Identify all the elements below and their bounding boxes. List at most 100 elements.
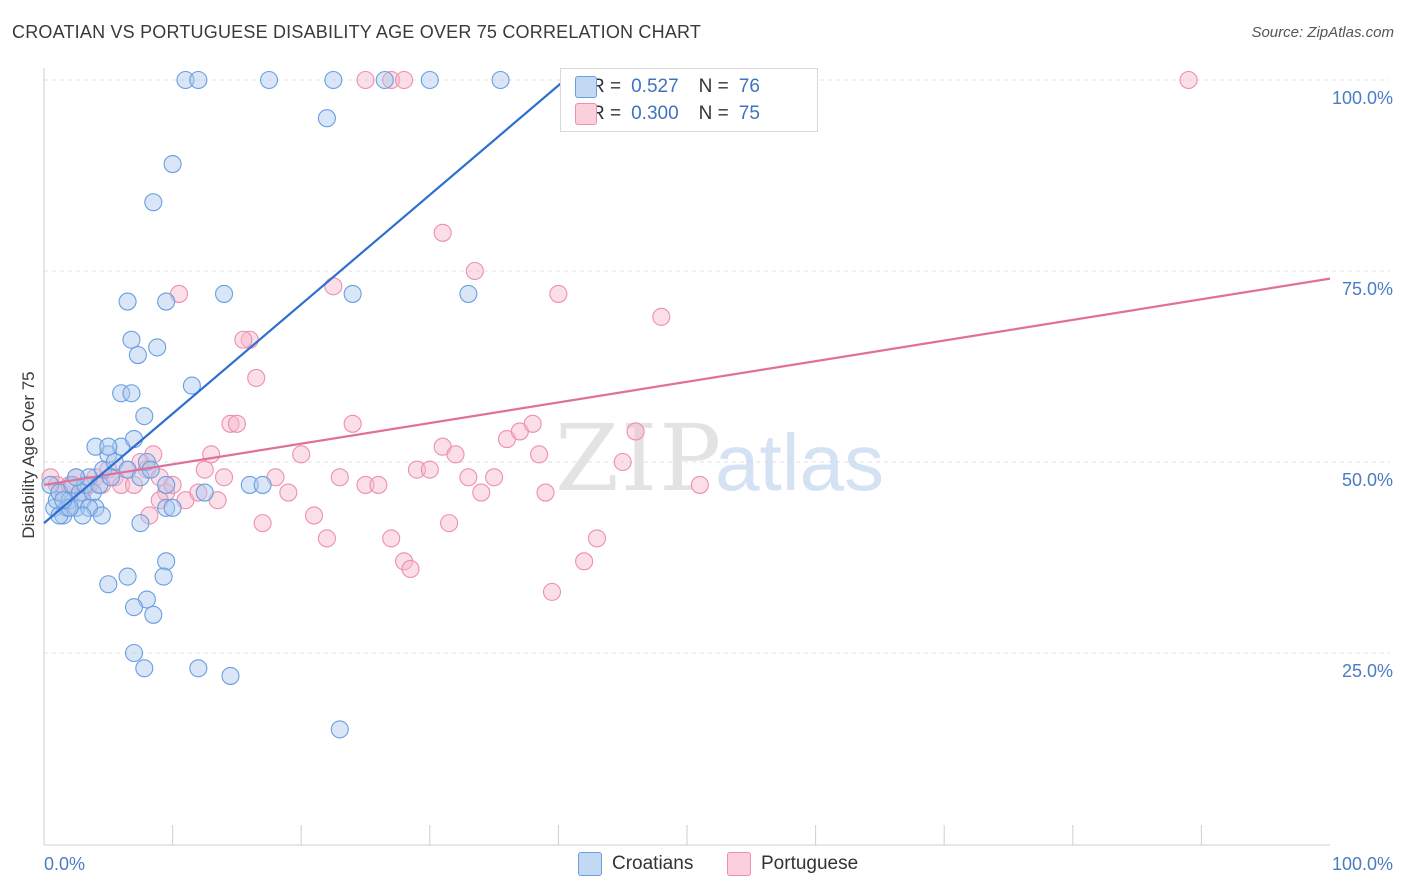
croatian-point xyxy=(124,643,144,663)
croatian-point xyxy=(459,284,478,303)
legend-swatch-croatians xyxy=(578,852,602,876)
croatian-point xyxy=(144,605,163,624)
croatian-point xyxy=(135,407,154,426)
croatian-point xyxy=(99,437,118,456)
portuguese-point xyxy=(279,483,298,502)
portuguese-point xyxy=(253,514,272,533)
croatian-points xyxy=(41,70,510,739)
croatian-point xyxy=(128,345,147,365)
y-tick-label: 100.0% xyxy=(1332,88,1393,108)
portuguese-point xyxy=(575,552,594,571)
croatian-point xyxy=(124,430,144,449)
portuguese-point xyxy=(549,284,568,303)
watermark-atlas: atlas xyxy=(715,418,884,507)
croatian-point xyxy=(154,567,173,586)
portuguese-point xyxy=(1179,70,1198,90)
portuguese-point xyxy=(523,414,542,433)
croatian-point xyxy=(157,498,176,517)
legend-n-label: N = xyxy=(698,76,729,97)
series-legend: Croatians Portuguese xyxy=(0,850,1406,878)
portuguese-point xyxy=(356,475,375,494)
y-axis-label: Disability Age Over 75 xyxy=(19,371,38,538)
croatian-point xyxy=(259,70,279,90)
portuguese-point xyxy=(195,460,214,479)
croatian-point xyxy=(67,468,86,487)
source-label: Source: ZipAtlas.com xyxy=(1251,24,1394,41)
portuguese-point xyxy=(330,468,349,487)
portuguese-point xyxy=(626,422,645,441)
portuguese-point xyxy=(189,483,208,502)
legend-swatch-portuguese xyxy=(575,103,597,125)
croatian-point xyxy=(99,575,118,594)
trend-lines xyxy=(43,79,1331,524)
croatian-point xyxy=(163,154,182,174)
portuguese-point xyxy=(214,468,234,487)
croatian-point xyxy=(182,376,201,395)
legend-r-value: 0.527 xyxy=(631,76,679,97)
portuguese-point xyxy=(124,475,144,494)
portuguese-point xyxy=(407,460,426,479)
croatian-point xyxy=(122,330,141,349)
croatian-point xyxy=(124,598,144,617)
portuguese-point xyxy=(652,307,671,326)
legend-n-label: N = xyxy=(698,103,729,124)
portuguese-point xyxy=(446,445,465,464)
portuguese-point xyxy=(227,414,246,433)
croatian-point xyxy=(135,659,154,678)
legend-item-portuguese[interactable]: Portuguese xyxy=(727,852,858,876)
x-tick-label: 100.0% xyxy=(1332,854,1393,874)
croatian-point xyxy=(144,193,163,212)
croatian-point xyxy=(221,666,240,685)
croatian-point xyxy=(122,384,141,403)
portuguese-point xyxy=(163,475,182,494)
x-tick-label: 0.0% xyxy=(44,854,85,874)
croatian-point xyxy=(343,284,362,303)
portuguese-point xyxy=(324,277,343,296)
portuguese-point xyxy=(530,445,549,464)
legend-n-value: 76 xyxy=(738,76,760,97)
portuguese-point xyxy=(382,70,401,90)
portuguese-point xyxy=(401,559,420,579)
croatian-point xyxy=(118,567,137,586)
croatian-point xyxy=(324,70,343,90)
portuguese-point xyxy=(356,70,375,90)
grid-lines xyxy=(44,79,1390,654)
portuguese-point xyxy=(420,460,439,479)
croatian-point xyxy=(157,552,176,571)
portuguese-point xyxy=(247,368,266,388)
croatian-point xyxy=(189,70,208,90)
portuguese-point xyxy=(459,468,478,487)
legend-item-croatians[interactable]: Croatians xyxy=(578,852,693,876)
portuguese-point xyxy=(613,452,632,472)
portuguese-point xyxy=(112,475,131,494)
portuguese-points xyxy=(41,70,1198,601)
croatian-point xyxy=(50,506,69,525)
portuguese-point xyxy=(305,506,324,525)
legend-label-croatians: Croatians xyxy=(612,853,694,874)
portuguese-point xyxy=(433,223,452,242)
tick-labels: 25.0% 50.0% 75.0% 100.0% 0.0% 100.0% xyxy=(44,88,1393,874)
croatian-point xyxy=(491,70,510,90)
croatian-point xyxy=(157,292,176,311)
portuguese-point xyxy=(395,70,414,90)
croatian-point xyxy=(195,483,214,502)
croatian-point xyxy=(420,70,439,90)
croatian-point xyxy=(163,498,182,517)
watermark-zip: ZIP xyxy=(555,405,723,512)
portuguese-point xyxy=(465,261,484,281)
legend-r-value: 0.300 xyxy=(631,103,679,124)
portuguese-point xyxy=(221,414,240,433)
y-tick-label: 25.0% xyxy=(1342,661,1393,681)
watermark: ZIP atlas xyxy=(555,405,884,512)
portuguese-point xyxy=(485,468,504,487)
croatian-point xyxy=(157,475,176,494)
legend-swatch-portuguese xyxy=(727,852,751,876)
croatian-point xyxy=(112,384,131,403)
portuguese-point xyxy=(234,330,253,349)
portuguese-point xyxy=(157,483,176,502)
portuguese-point xyxy=(472,483,491,502)
portuguese-trend-line xyxy=(43,277,1331,487)
croatian-point xyxy=(189,659,208,678)
portuguese-point xyxy=(395,552,414,571)
